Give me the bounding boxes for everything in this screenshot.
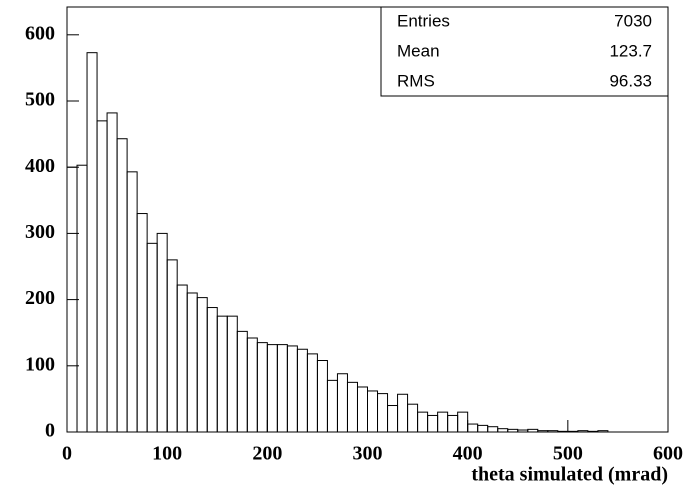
stats-value: 96.33 — [609, 71, 652, 90]
bar — [126, 171, 138, 433]
stats-box — [380, 6, 669, 97]
stats-label: RMS — [397, 71, 435, 90]
bar — [326, 379, 338, 433]
bar — [86, 52, 98, 433]
bar — [116, 138, 128, 433]
bar — [387, 405, 399, 433]
bar — [226, 315, 238, 433]
bar — [246, 337, 258, 433]
x-tick-label: 200 — [252, 443, 282, 465]
bar — [507, 428, 519, 433]
bar — [286, 345, 298, 433]
bar — [467, 423, 479, 433]
x-tick-label: 600 — [653, 443, 683, 465]
bar — [487, 426, 499, 433]
bar — [587, 430, 599, 433]
bar — [186, 292, 198, 433]
y-tick-label: 100 — [25, 353, 55, 375]
bar — [276, 344, 288, 433]
bar — [597, 430, 609, 433]
bar — [216, 315, 228, 433]
y-tick-label: 200 — [25, 287, 55, 309]
stats-label: Entries — [397, 11, 450, 30]
bar — [336, 373, 348, 433]
y-tick-label: 500 — [25, 89, 55, 111]
bar — [136, 213, 148, 433]
bar — [206, 307, 218, 433]
bar — [577, 430, 589, 433]
x-tick-label: 0 — [62, 443, 72, 465]
bar — [427, 414, 439, 433]
bar — [166, 259, 178, 433]
bar — [196, 297, 208, 433]
bar — [397, 393, 409, 433]
y-tick-label: 600 — [25, 22, 55, 44]
bar — [346, 381, 358, 433]
bar — [156, 232, 168, 433]
bar — [306, 353, 318, 433]
bar — [517, 429, 529, 433]
bar — [256, 342, 268, 433]
x-tick-label: 400 — [453, 443, 483, 465]
y-tick-label: 300 — [25, 221, 55, 243]
bar — [547, 430, 559, 433]
stats-value: 123.7 — [609, 41, 652, 60]
y-tick-label: 400 — [25, 155, 55, 177]
bar — [356, 386, 369, 433]
bar — [527, 428, 539, 433]
x-tick-label: 100 — [152, 443, 182, 465]
bar — [477, 424, 489, 433]
bar — [567, 430, 579, 433]
bar — [557, 430, 569, 433]
bar — [96, 120, 108, 433]
bar — [417, 411, 429, 433]
stats-label: Mean — [397, 41, 440, 60]
bar — [377, 393, 389, 433]
bar — [367, 390, 379, 433]
stats-value: 7030 — [614, 11, 652, 30]
x-tick-label: 500 — [553, 443, 583, 465]
bar — [537, 430, 549, 433]
bar — [76, 164, 88, 433]
x-tick-label: 300 — [353, 443, 383, 465]
bar — [266, 344, 278, 433]
bar — [176, 284, 188, 433]
bar — [497, 428, 509, 433]
x-axis-label: theta simulated (mrad) — [471, 464, 668, 486]
bar — [236, 330, 248, 433]
y-tick-label: 0 — [45, 420, 55, 442]
bar — [146, 242, 158, 433]
bar — [407, 403, 419, 433]
bar — [316, 360, 328, 433]
bar — [106, 112, 118, 433]
bar — [447, 414, 459, 433]
bar — [296, 348, 308, 433]
bar — [437, 411, 449, 433]
bar — [457, 411, 469, 433]
